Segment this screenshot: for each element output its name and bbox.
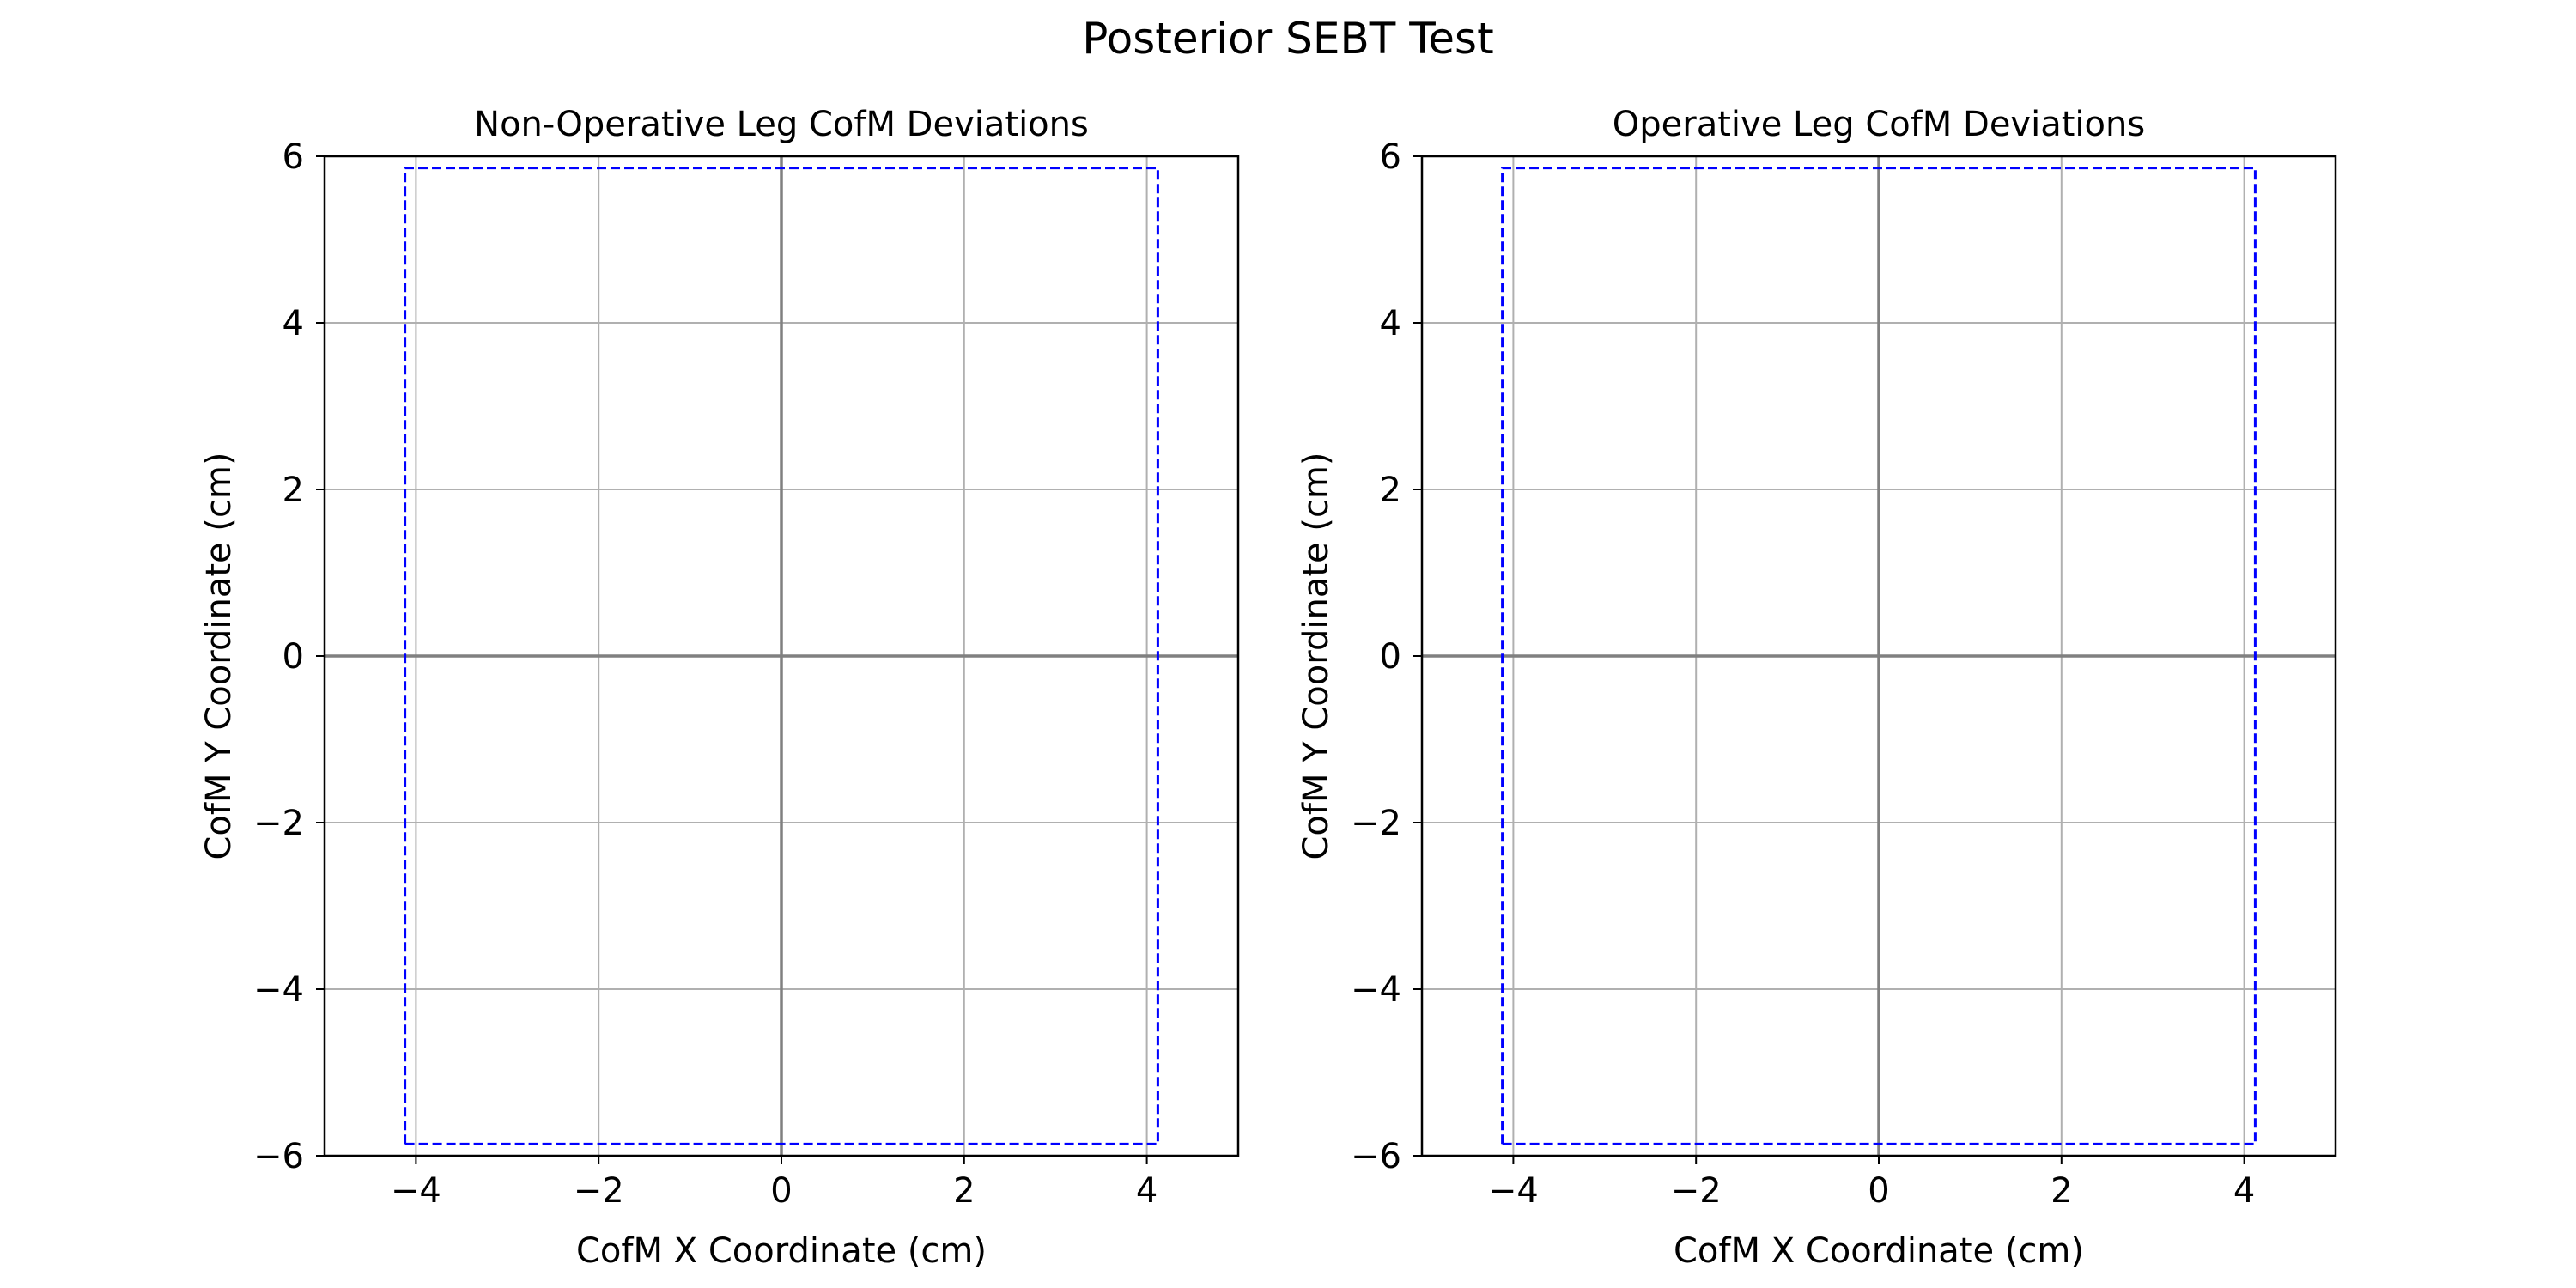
series-group (1501, 167, 2257, 1145)
reference-lines (1422, 156, 2336, 1156)
ticks: −4 −2 0 2 4 −6 −4 −2 0 2 4 6 (1351, 137, 2255, 1211)
x-tick-label: −2 (1671, 1171, 1722, 1211)
ticks: −4 −2 0 2 4 −6 −4 −2 0 2 4 6 (253, 137, 1157, 1211)
chart-panel-non-operative: −4 −2 0 2 4 −6 −4 −2 0 2 4 6 Non-Operative Leg CofM… (199, 105, 1240, 1271)
y-tick-label: 6 (283, 137, 304, 177)
reference-lines (325, 156, 1238, 1156)
y-tick-label: 4 (1380, 304, 1401, 343)
x-axis-label: CofM X Coordinate (cm) (576, 1231, 987, 1271)
y-tick-label: −2 (253, 804, 304, 843)
y-tick-label: 4 (283, 304, 304, 343)
y-axis-label: CofM Y Coordinate (cm) (199, 452, 239, 860)
chart-title: Non-Operative Leg CofM Deviations (474, 105, 1089, 144)
x-tick-label: −4 (391, 1171, 441, 1211)
y-tick-label: −4 (1351, 970, 1401, 1010)
y-tick-label: 2 (1380, 471, 1401, 510)
x-tick-label: 4 (2233, 1171, 2255, 1211)
y-tick-label: −6 (253, 1137, 304, 1176)
x-axis-label: CofM X Coordinate (cm) (1674, 1231, 2084, 1271)
x-tick-label: −4 (1488, 1171, 1539, 1211)
x-tick-label: −2 (574, 1171, 624, 1211)
y-tick-label: −2 (1351, 804, 1401, 843)
series-group (404, 167, 1159, 1145)
y-tick-label: 2 (283, 471, 304, 510)
y-tick-label: −6 (1351, 1137, 1401, 1176)
y-tick-label: −4 (253, 970, 304, 1010)
x-tick-label: 2 (953, 1171, 975, 1211)
chart-title: Operative Leg CofM Deviations (1613, 105, 2145, 144)
figure-title: Posterior SEBT Test (1082, 14, 1493, 64)
series-line (1501, 167, 2257, 1145)
series-line (404, 167, 1159, 1145)
y-tick-label: 0 (283, 637, 304, 677)
chart-panel-operative: −4 −2 0 2 4 −6 −4 −2 0 2 4 6 Operative Leg CofM Dev… (1297, 105, 2337, 1271)
y-tick-label: 0 (1380, 637, 1401, 677)
x-tick-label: 2 (2050, 1171, 2072, 1211)
x-tick-label: 0 (1868, 1171, 1889, 1211)
x-tick-label: 0 (770, 1171, 792, 1211)
y-tick-label: 6 (1380, 137, 1401, 177)
y-axis-label: CofM Y Coordinate (cm) (1297, 452, 1336, 860)
x-tick-label: 4 (1136, 1171, 1157, 1211)
